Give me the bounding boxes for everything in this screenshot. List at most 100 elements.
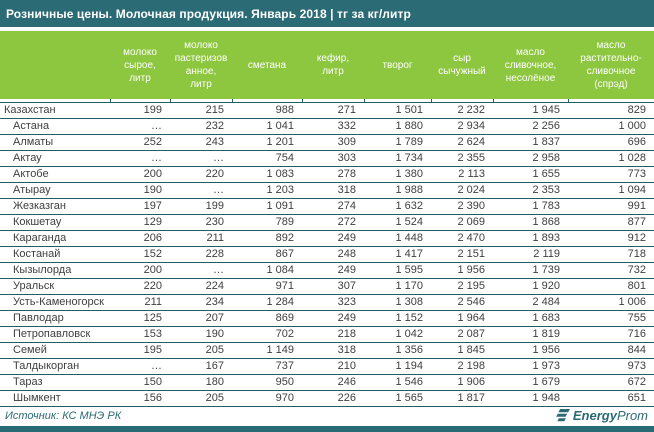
value-cell: 651 xyxy=(568,390,654,407)
value-cell: 2 934 xyxy=(431,118,493,135)
value-cell: 156 xyxy=(110,390,170,407)
value-cell: 307 xyxy=(302,278,364,295)
value-cell: 1 565 xyxy=(364,390,431,407)
value-cell: 220 xyxy=(110,278,170,295)
value-cell: 1 837 xyxy=(493,134,568,151)
value-cell: 1 655 xyxy=(493,166,568,183)
value-cell: 153 xyxy=(110,326,170,343)
value-cell: 226 xyxy=(302,390,364,407)
row-label: Астана xyxy=(0,118,110,135)
value-cell: 205 xyxy=(170,342,232,359)
table-row: Жезказган 197 199 1 091 274 1 632 2 390 1 783 99… xyxy=(0,198,654,215)
value-cell: 1 817 xyxy=(431,390,493,407)
row-label: Павлодар xyxy=(0,310,110,327)
value-cell: 1 920 xyxy=(493,278,568,295)
value-cell: 2 355 xyxy=(431,150,493,167)
value-cell: … xyxy=(110,150,170,167)
value-cell: 248 xyxy=(302,246,364,263)
value-cell: 1 819 xyxy=(493,326,568,343)
value-cell: 1 083 xyxy=(232,166,302,183)
table-row: Петропавловск 153 190 702 218 1 042 2 087 1 819… xyxy=(0,326,654,343)
table-row: Уральск 220 224 971 307 1 170 2 195 1 920 801 xyxy=(0,278,654,295)
value-cell: 252 xyxy=(110,134,170,151)
table-row: Семей 195 205 1 149 318 1 356 1 845 1 956 844 xyxy=(0,342,654,359)
value-cell: 215 xyxy=(170,102,232,119)
value-cell: 211 xyxy=(170,230,232,247)
price-table: молоко сырое, литр молоко пастеризованно… xyxy=(0,31,654,407)
value-cell: 207 xyxy=(170,310,232,327)
title-gap xyxy=(0,27,654,31)
table-row: Павлодар 125 207 869 249 1 152 1 964 1 683 755 xyxy=(0,310,654,327)
row-label: Алматы xyxy=(0,134,110,151)
value-cell: 2 151 xyxy=(431,246,493,263)
value-cell: 195 xyxy=(110,342,170,359)
value-cell: 991 xyxy=(568,198,654,215)
value-cell: 318 xyxy=(302,182,364,199)
column-header-sour-cream: сметана xyxy=(232,31,302,99)
value-cell: 1 041 xyxy=(232,118,302,135)
value-cell: 2 470 xyxy=(431,230,493,247)
value-cell: 716 xyxy=(568,326,654,343)
value-cell: 1 448 xyxy=(364,230,431,247)
row-label: Кокшетау xyxy=(0,214,110,231)
source-note: Источник: КС МНЭ РК xyxy=(5,409,122,422)
table-row: Караганда 206 211 892 249 1 448 2 470 1 893 912 xyxy=(0,230,654,247)
logo-text-energy: Energy xyxy=(572,408,617,423)
value-cell: 844 xyxy=(568,342,654,359)
value-cell: 1 170 xyxy=(364,278,431,295)
bottom-bar xyxy=(0,426,654,432)
value-cell: 801 xyxy=(568,278,654,295)
table-row: Кокшетау 129 230 789 272 1 524 2 069 1 868 877 xyxy=(0,214,654,231)
table-row: Талдыкорган… 167 737 210 1 194 2 198 1 973 973 xyxy=(0,358,654,375)
footer: Источник: КС МНЭ РК EnergyProm xyxy=(0,407,654,424)
row-label: Казахстан xyxy=(0,102,110,119)
value-cell: 278 xyxy=(302,166,364,183)
value-cell: 272 xyxy=(302,214,364,231)
value-cell: 1 501 xyxy=(364,102,431,119)
value-cell: 249 xyxy=(302,262,364,279)
value-cell: 2 256 xyxy=(493,118,568,135)
value-cell: 199 xyxy=(170,198,232,215)
value-cell: 2 958 xyxy=(493,150,568,167)
value-cell: 1 356 xyxy=(364,342,431,359)
table-body: Казахстан 199 215 988 271 1 501 2 232 1 945 829 А… xyxy=(0,102,654,407)
value-cell: … xyxy=(110,118,170,135)
value-cell: 1 956 xyxy=(493,342,568,359)
value-cell: 1 284 xyxy=(232,294,302,311)
value-cell: 1 880 xyxy=(364,118,431,135)
value-cell: 274 xyxy=(302,198,364,215)
value-cell: 754 xyxy=(232,150,302,167)
value-cell: 211 xyxy=(110,294,170,311)
value-cell: 205 xyxy=(170,390,232,407)
row-label: Уральск xyxy=(0,278,110,295)
column-header-cottage-cheese: творог xyxy=(364,31,431,99)
table-row: Актау…… 754 303 1 734 2 355 2 958 1 028 xyxy=(0,150,654,167)
value-cell: 224 xyxy=(170,278,232,295)
value-cell: 1 956 xyxy=(431,262,493,279)
row-label: Кызылорда xyxy=(0,262,110,279)
value-cell: 234 xyxy=(170,294,232,311)
value-cell: 1 845 xyxy=(431,342,493,359)
table-row: Тараз 150 180 950 246 1 546 1 906 1 679 672 xyxy=(0,374,654,391)
value-cell: 2 624 xyxy=(431,134,493,151)
value-cell: 1 152 xyxy=(364,310,431,327)
value-cell: 1 149 xyxy=(232,342,302,359)
value-cell: 869 xyxy=(232,310,302,327)
value-cell: 1 546 xyxy=(364,374,431,391)
value-cell: 1 091 xyxy=(232,198,302,215)
value-cell: 1 893 xyxy=(493,230,568,247)
value-cell: 200 xyxy=(110,262,170,279)
header-row: молоко сырое, литр молоко пастеризованно… xyxy=(0,31,654,99)
value-cell: 1 973 xyxy=(493,358,568,375)
row-label: Тараз xyxy=(0,374,110,391)
value-cell: 789 xyxy=(232,214,302,231)
value-cell: 243 xyxy=(170,134,232,151)
value-cell: 1 084 xyxy=(232,262,302,279)
logo-text: EnergyProm xyxy=(573,409,648,422)
value-cell: 1 632 xyxy=(364,198,431,215)
value-cell: 2 087 xyxy=(431,326,493,343)
value-cell: 323 xyxy=(302,294,364,311)
value-cell: 1 006 xyxy=(568,294,654,311)
value-cell: 1 000 xyxy=(568,118,654,135)
value-cell: 167 xyxy=(170,358,232,375)
